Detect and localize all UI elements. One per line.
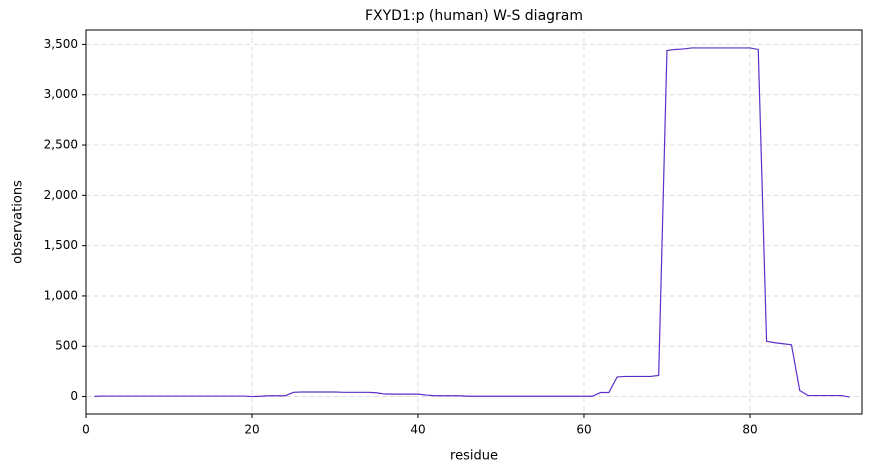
y-axis-label: observations (11, 180, 26, 264)
x-axis-label: residue (450, 449, 498, 464)
x-tick-label: 60 (576, 423, 591, 437)
x-tick-label: 20 (244, 423, 259, 437)
y-tick-label: 1,000 (44, 288, 78, 302)
plot-frame (85, 29, 863, 415)
x-tick-label: 40 (410, 423, 425, 437)
y-tick-label: 0 (70, 389, 78, 403)
y-tick-label: 2,500 (44, 138, 78, 152)
y-tick-label: 3,500 (44, 37, 78, 51)
y-tick-label: 500 (55, 339, 78, 353)
data-line (94, 47, 850, 398)
x-tick-label: 0 (82, 423, 90, 437)
y-tick-label: 1,500 (44, 238, 78, 252)
y-tick-label: 2,000 (44, 188, 78, 202)
x-tick-label: 80 (742, 423, 757, 437)
y-tick-label: 3,000 (44, 87, 78, 101)
chart-title: FXYD1:p (human) W-S diagram (365, 8, 583, 24)
